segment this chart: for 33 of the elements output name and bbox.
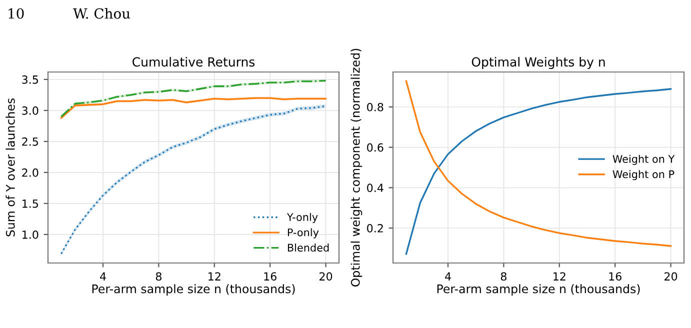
y-tick-label: 3.0 (22, 106, 38, 115)
legend-label: P-only (288, 228, 319, 238)
y-tick-label: 2.0 (22, 168, 38, 177)
x-tick-label: 20 (320, 272, 332, 281)
chart-title: Optimal Weights by n (472, 56, 605, 70)
x-axis-title: Per-arm sample size n (thousands) (437, 284, 640, 296)
x-axis-title: Per-arm sample size n (thousands) (92, 284, 295, 296)
legend-label: Blended (288, 244, 329, 252)
x-tick-label: 4 (100, 272, 106, 280)
chart-title: Cumulative Returns (132, 56, 255, 67)
x-tick-label: 12 (208, 272, 220, 280)
x-tick-label: 16 (264, 272, 276, 281)
y-tick-label: 0.2 (367, 224, 383, 232)
text: W. Chou (73, 8, 130, 19)
x-tick-label: 4 (445, 272, 451, 280)
legend-label: Weight on P (612, 170, 674, 180)
legend-label: Weight on Y (612, 154, 675, 165)
y-tick-label: 0.8 (367, 102, 384, 112)
y-tick-label: 1.0 (22, 230, 38, 239)
y-tick-label: 1.5 (22, 200, 38, 208)
y-axis-title: Optimal weight component (normalized) (350, 48, 362, 287)
x-tick-label: 20 (664, 272, 678, 281)
text: 10 (8, 8, 24, 19)
y-axis-title: Sum of Y over launches (6, 98, 15, 236)
legend-label: Y-only (286, 212, 318, 224)
y-tick-label: 2.5 (22, 137, 38, 146)
x-tick-label: 12 (554, 272, 566, 280)
y-tick-label: 3.5 (22, 75, 38, 84)
y-tick-label: 0.4 (367, 184, 384, 192)
x-tick-label: 8 (156, 272, 162, 281)
y-tick-label: 0.6 (367, 143, 384, 152)
x-tick-label: 16 (609, 272, 622, 281)
x-tick-label: 8 (500, 272, 506, 281)
